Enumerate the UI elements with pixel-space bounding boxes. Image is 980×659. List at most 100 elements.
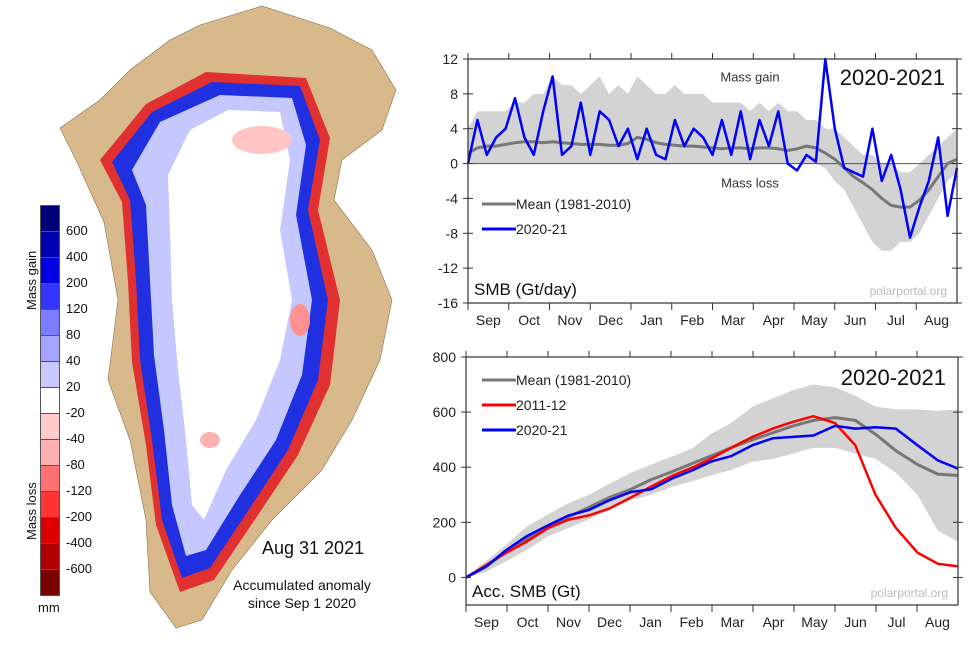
x-tick-label: May	[801, 614, 827, 630]
x-tick-label: May	[801, 312, 827, 328]
colorbar-tick-label: -200	[66, 509, 93, 524]
colorbar-tick-label: -600	[66, 561, 93, 576]
ice-sheet-white-core	[168, 110, 292, 520]
colorbar-swatch	[40, 283, 60, 310]
x-tick-label: Aug	[925, 614, 950, 630]
loss-patch	[232, 126, 292, 154]
x-tick-label: Sep	[474, 614, 499, 630]
x-tick-label: Jan	[640, 312, 663, 328]
colorbar-tick-label: 400	[66, 249, 88, 264]
colorbar-swatch	[40, 491, 60, 518]
colorbar-swatch	[40, 231, 60, 258]
colorbar-swatch	[40, 413, 60, 440]
chart-title: 2020-2021	[840, 65, 945, 90]
x-tick-label: Apr	[763, 312, 785, 328]
daily-smb-plot: Mean (1981-2010) 2020-21 12 8 4 0 -4 -8 -12 -16 Se…	[438, 51, 962, 328]
map-caption-line1: Accumulated anomaly	[233, 577, 371, 593]
colorbar-tick-label: 200	[66, 275, 88, 290]
x-tick-label: Nov	[557, 312, 582, 328]
plot-frame	[465, 356, 959, 606]
map-date: Aug 31 2021	[262, 538, 365, 558]
x-tick-label: Dec	[597, 614, 622, 630]
colorbar-swatch	[40, 517, 60, 544]
colorbar-unit: mm	[38, 600, 60, 615]
x-tick-label: Jul	[888, 614, 906, 630]
chart-title: 2020-2021	[841, 365, 946, 390]
x-tick-label: Sep	[476, 312, 501, 328]
colorbar-tick-label: -400	[66, 535, 93, 550]
colorbar-swatch	[40, 361, 60, 388]
y-tick-label: 200	[433, 514, 457, 530]
watermark: polarportal.org	[870, 284, 947, 298]
y-tick-label: 8	[450, 86, 458, 102]
x-tick-label: Jun	[844, 312, 867, 328]
x-tick-label: Jul	[887, 312, 905, 328]
map-caption-line2: since Sep 1 2020	[247, 595, 357, 611]
colorbar-tick-label: 80	[66, 327, 81, 342]
mass-loss-annotation: Mass loss	[721, 176, 779, 191]
series-line-2011-12	[465, 414, 959, 579]
greenland-smb-anomaly-map	[59, 5, 397, 629]
colorbar-gain-label: Mass gain	[24, 250, 39, 310]
climatology-range-band	[468, 76, 957, 251]
colorbar-swatch	[40, 257, 60, 284]
x-tick-label: Mar	[721, 312, 745, 328]
colorbar-tick-label: -20	[66, 405, 85, 420]
colorbar-loss-label: Mass loss	[24, 482, 39, 540]
climatology-range-band	[466, 384, 958, 578]
y-tick-label: -8	[446, 225, 459, 241]
colorbar-tick-label: 600	[66, 223, 88, 238]
y-tick-label: -16	[438, 295, 458, 311]
colorbar-swatch	[40, 465, 60, 492]
colorbar-swatch	[40, 439, 60, 466]
x-tick-label: Dec	[598, 312, 623, 328]
y-tick-label: 0	[450, 156, 458, 172]
mass-gain-annotation: Mass gain	[720, 70, 779, 85]
y-tick-label: 400	[433, 459, 457, 475]
y-tick-label: -12	[438, 260, 458, 276]
watermark: polarportal.org	[871, 586, 948, 600]
y-tick-label: 0	[448, 569, 456, 585]
y-tick-label: 600	[433, 404, 457, 420]
legend-label: 2011-12	[516, 397, 567, 413]
y-tick-label: 4	[450, 121, 458, 137]
legend-label: 2020-21	[516, 422, 568, 438]
x-tick-label: Aug	[924, 312, 949, 328]
chart-ylabel: SMB (Gt/day)	[474, 280, 577, 299]
legend-label: Mean (1981-2010)	[516, 196, 631, 212]
legend-label: 2020-21	[516, 221, 568, 237]
loss-patch	[290, 304, 310, 336]
series-line-mean-1981-2010-	[467, 135, 958, 209]
colorbar-tick-label: -40	[66, 431, 85, 446]
colorbar-swatch	[40, 205, 60, 232]
colorbar-tick-label: 20	[66, 379, 81, 394]
chart-ylabel: Acc. SMB (Gt)	[472, 582, 581, 601]
colorbar-tick-label: 40	[66, 353, 81, 368]
legend-label: Mean (1981-2010)	[516, 372, 631, 388]
x-tick-label: Oct	[518, 312, 540, 328]
colorbar-tick-label: -120	[66, 483, 93, 498]
series-line-mean-1981-2010-	[465, 416, 959, 579]
x-tick-label: Jan	[639, 614, 662, 630]
x-tick-label: Oct	[517, 614, 539, 630]
colorbar-swatch	[40, 309, 60, 336]
series-line-2020-21	[465, 424, 959, 579]
x-tick-label: Jun	[844, 614, 867, 630]
colorbar-swatch	[40, 543, 60, 570]
accumulated-smb-plot: Mean (1981-2010) 2011-12 2020-21 800 600 400 2…	[433, 349, 963, 630]
x-tick-label: Feb	[680, 312, 704, 328]
loss-patch	[200, 432, 220, 448]
x-tick-label: Mar	[720, 614, 744, 630]
colorbar-swatch	[40, 569, 60, 596]
y-tick-label: 12	[442, 51, 458, 67]
x-tick-label: Feb	[679, 614, 703, 630]
colorbar-swatch	[40, 335, 60, 362]
x-tick-label: Nov	[556, 614, 581, 630]
y-tick-label: -4	[446, 190, 459, 206]
plot-frame	[467, 58, 958, 304]
colorbar-tick-label: 120	[66, 301, 88, 316]
colorbar-swatch	[40, 387, 60, 414]
y-tick-label: 800	[433, 349, 457, 365]
colorbar-tick-label: -80	[66, 457, 85, 472]
x-tick-label: Apr	[763, 614, 785, 630]
